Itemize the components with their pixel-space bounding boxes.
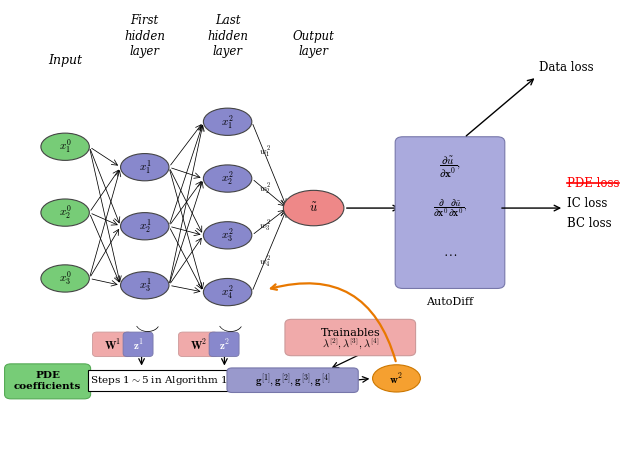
Text: $x_3^2$: $x_3^2$ [221,227,234,244]
Ellipse shape [372,365,420,392]
FancyBboxPatch shape [227,368,358,393]
Text: $\mathbf{W}^2$: $\mathbf{W}^2$ [189,337,207,351]
Text: $\mathbf{z}^2$: $\mathbf{z}^2$ [219,337,230,351]
Text: $w_1^2$: $w_1^2$ [259,144,271,160]
Text: $x_3^1$: $x_3^1$ [138,276,151,294]
Text: $\mathbf{g}^{[1]},\mathbf{g}^{[2]},\mathbf{g}^{[3]},\mathbf{g}^{[4]}$: $\mathbf{g}^{[1]},\mathbf{g}^{[2]},\math… [255,372,330,388]
Text: $x_2^0$: $x_2^0$ [59,204,72,221]
Text: $x_2^2$: $x_2^2$ [221,170,234,187]
Ellipse shape [120,154,169,181]
Ellipse shape [204,222,252,249]
FancyBboxPatch shape [179,332,218,356]
Text: Input: Input [48,54,82,67]
Ellipse shape [204,165,252,192]
Ellipse shape [204,108,252,135]
Text: $x_4^2$: $x_4^2$ [221,283,234,301]
Text: First
hidden
layer: First hidden layer [124,14,165,58]
Text: $\tilde{u}$: $\tilde{u}$ [309,202,318,215]
Text: Data loss: Data loss [539,61,593,74]
Text: $w_4^2$: $w_4^2$ [259,255,271,271]
Text: $\lambda^{[2]}, \lambda^{[3]}, \lambda^{[4]}$: $\lambda^{[2]}, \lambda^{[3]}, \lambda^{… [322,336,379,351]
FancyBboxPatch shape [93,332,132,356]
Text: $\smile$: $\smile$ [212,315,243,338]
Text: PDE
coefficients: PDE coefficients [14,371,81,391]
Text: $x_1^0$: $x_1^0$ [59,138,72,155]
Text: $\mathbf{z}^1$: $\mathbf{z}^1$ [133,337,144,351]
Text: $x_2^1$: $x_2^1$ [138,218,151,235]
Text: IC loss: IC loss [567,197,607,210]
Ellipse shape [284,191,344,226]
Text: Steps 1$\sim$5 in Algorithm 1: Steps 1$\sim$5 in Algorithm 1 [90,374,228,387]
Text: BC loss: BC loss [567,218,612,230]
Ellipse shape [41,265,90,292]
FancyBboxPatch shape [209,332,239,356]
Text: $w_2^2$: $w_2^2$ [259,181,271,197]
Ellipse shape [41,199,90,226]
Ellipse shape [204,278,252,306]
Ellipse shape [120,213,169,240]
Text: Last
hidden
layer: Last hidden layer [207,14,248,58]
Text: $\mathbf{W}^1$: $\mathbf{W}^1$ [104,337,121,351]
Text: AutoDiff: AutoDiff [426,297,474,307]
Text: $\ldots$: $\ldots$ [443,245,457,259]
FancyBboxPatch shape [395,137,505,288]
Text: $x_1^2$: $x_1^2$ [221,113,234,131]
Text: PDE loss: PDE loss [567,176,620,190]
Text: $\mathbf{w}^2$: $\mathbf{w}^2$ [390,371,403,386]
Ellipse shape [120,271,169,299]
Text: $w_3^2$: $w_3^2$ [259,218,271,234]
Text: $x_3^0$: $x_3^0$ [59,270,72,287]
Text: Output
layer: Output layer [292,30,335,58]
FancyBboxPatch shape [285,319,415,356]
Text: $x_1^1$: $x_1^1$ [138,159,151,176]
FancyBboxPatch shape [88,370,230,391]
FancyBboxPatch shape [123,332,153,356]
FancyBboxPatch shape [4,364,91,399]
Text: $\dfrac{\partial}{\partial \mathbf{x}^0}\dfrac{\partial \tilde{u}}{\partial \mat: $\dfrac{\partial}{\partial \mathbf{x}^0}… [433,197,467,219]
Text: $\dfrac{\partial \tilde{u}}{\partial \mathbf{x}^0},$: $\dfrac{\partial \tilde{u}}{\partial \ma… [439,155,461,180]
Text: Trainables: Trainables [321,328,380,338]
Ellipse shape [41,133,90,160]
Text: $\smile$: $\smile$ [130,315,160,338]
